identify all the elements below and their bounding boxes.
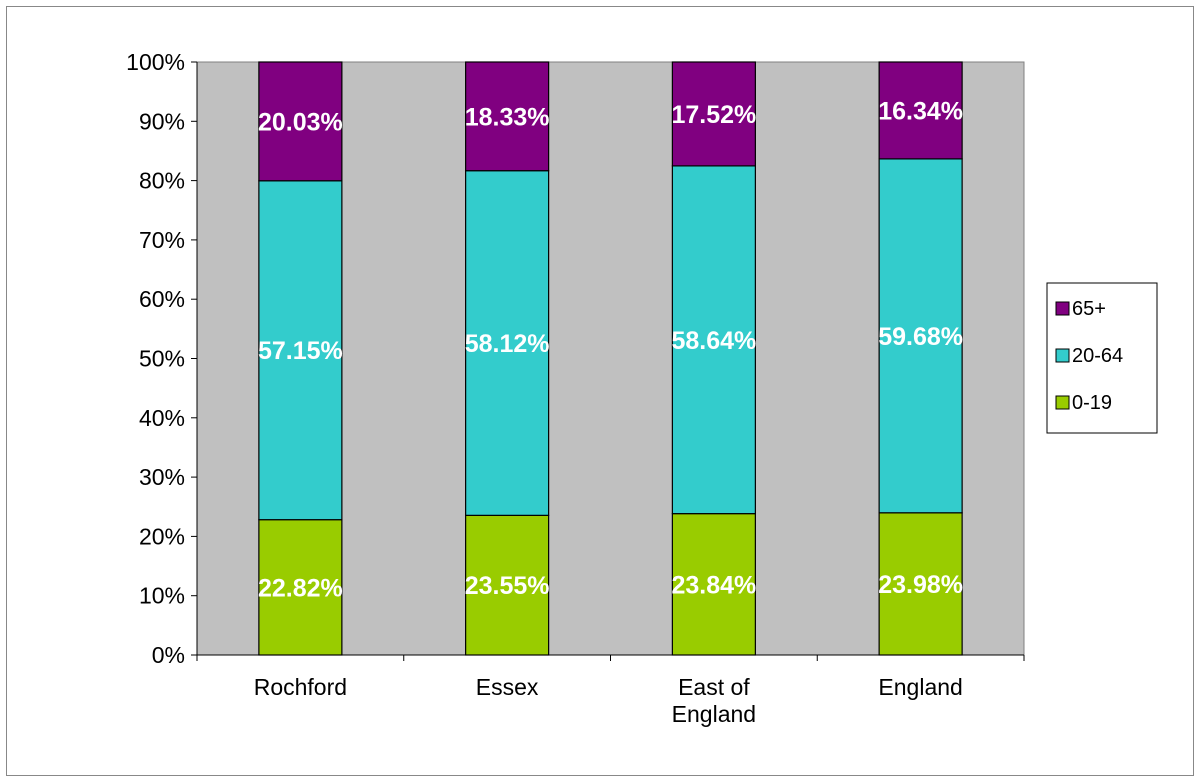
- y-tick-label: 80%: [139, 168, 185, 194]
- bar-20-64: [878, 158, 963, 514]
- bar-20-64: [258, 180, 343, 521]
- data-label: 16.34%: [878, 97, 963, 125]
- legend-label: 0-19: [1072, 392, 1112, 414]
- data-label: 20.03%: [258, 108, 343, 136]
- x-category-label: England: [672, 701, 756, 727]
- y-tick-label: 60%: [139, 286, 185, 312]
- data-label: 23.55%: [465, 572, 550, 600]
- bar-0-19: [465, 514, 550, 656]
- bar-65+: [878, 61, 963, 160]
- legend-label: 20-64: [1072, 345, 1123, 367]
- bar-0-19: [878, 512, 963, 656]
- data-label: 17.52%: [671, 101, 756, 129]
- y-tick-label: 0%: [152, 642, 185, 668]
- legend-swatch-0-19: [1055, 395, 1070, 410]
- bar-0-19: [671, 513, 756, 656]
- data-label: 58.64%: [671, 327, 756, 355]
- y-tick-label: 30%: [139, 464, 185, 490]
- data-label: 22.82%: [258, 574, 343, 602]
- y-tick-label: 70%: [139, 227, 185, 253]
- x-category-label: East of: [678, 674, 750, 700]
- legend-label: 65+: [1072, 298, 1106, 320]
- data-label: 59.68%: [878, 323, 963, 351]
- bar-65+: [258, 61, 343, 182]
- data-label: 18.33%: [465, 103, 550, 131]
- y-tick-label: 40%: [139, 405, 185, 431]
- x-category-label: England: [878, 674, 962, 700]
- data-label: 23.84%: [671, 571, 756, 599]
- bar-65+: [465, 61, 550, 172]
- x-category-label: Rochford: [254, 674, 347, 700]
- legend-swatch-65+: [1055, 301, 1070, 316]
- data-label: 23.98%: [878, 571, 963, 599]
- data-label: 57.15%: [258, 337, 343, 365]
- bar-20-64: [671, 165, 756, 515]
- x-category-label: Essex: [476, 674, 539, 700]
- bar-20-64: [465, 170, 550, 516]
- y-tick-label: 20%: [139, 523, 185, 549]
- y-tick-label: 50%: [139, 346, 185, 372]
- legend-swatch-20-64: [1055, 348, 1070, 363]
- y-tick-label: 100%: [126, 49, 185, 75]
- bar-65+: [671, 61, 756, 167]
- y-tick-label: 90%: [139, 108, 185, 134]
- data-label: 58.12%: [465, 330, 550, 358]
- y-tick-label: 10%: [139, 583, 185, 609]
